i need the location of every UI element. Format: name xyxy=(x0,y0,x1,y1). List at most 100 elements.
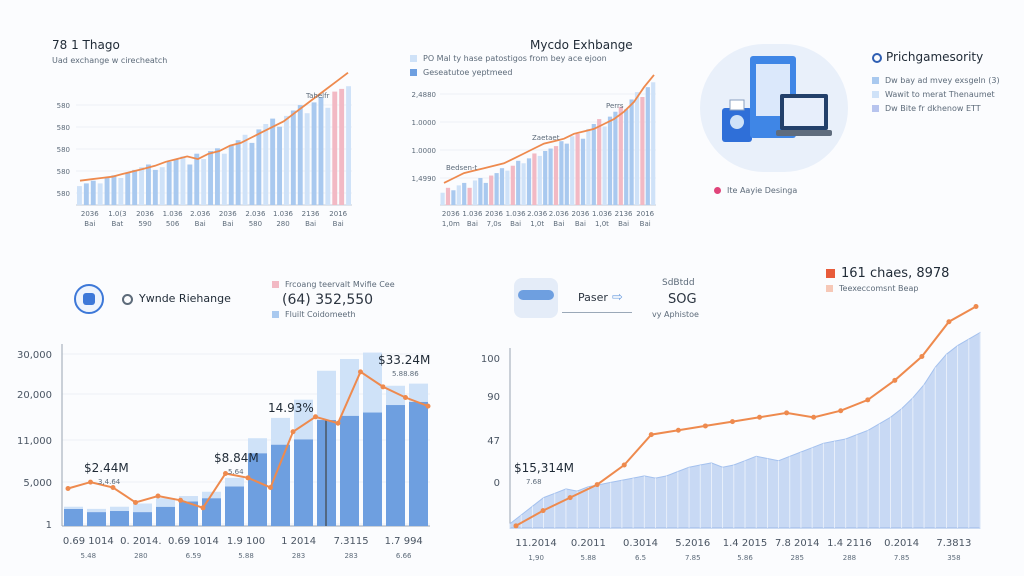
bar xyxy=(618,106,623,205)
line-point xyxy=(425,403,431,409)
bar xyxy=(277,126,282,205)
x-tick-label: 2036 xyxy=(136,210,154,218)
top-center-bar-chart: 2,4880 1.0000 1.0000 1,4990 Bedsen-t Zaetaet P… xyxy=(412,74,656,228)
x-tick-label: 7.3813 xyxy=(936,538,971,549)
device-illustration xyxy=(700,44,848,172)
priority-swatch xyxy=(872,105,879,112)
x-tick-label: 11.2014 xyxy=(515,538,556,549)
x-tick-label: 2.036 xyxy=(245,210,266,218)
x-tick-label: 2016 xyxy=(329,210,347,218)
bar xyxy=(537,155,542,205)
line-point xyxy=(811,414,817,420)
y-tick-label: 580 xyxy=(57,168,70,176)
x-tick-label: 5.88 xyxy=(581,554,597,562)
line-point xyxy=(648,432,654,438)
bar-segment-upper xyxy=(271,417,290,445)
x-tick-label: 1 2014 xyxy=(281,536,316,547)
data-sublabel: 7.68 xyxy=(526,478,542,486)
line-point xyxy=(155,493,161,499)
line-point xyxy=(110,484,116,490)
bar xyxy=(339,88,345,205)
bar xyxy=(256,129,262,205)
y-tick-label: 1100 xyxy=(480,354,500,365)
legend-item: Geseatutoe yeptmeed xyxy=(410,68,512,77)
bar xyxy=(445,187,451,205)
data-sublabel: 5.88.86 xyxy=(392,370,419,378)
x-tick-label: 0.2011 xyxy=(571,538,606,549)
priority-item: Dw Bite fr dkhenow ETT xyxy=(872,104,981,113)
data-label: $8.84M xyxy=(214,451,259,465)
priority-icon xyxy=(872,52,882,63)
bar-segment-lower xyxy=(110,511,129,526)
data-sublabel: 5.64 xyxy=(228,468,244,476)
x-tick-label: 1.036 xyxy=(163,210,184,218)
bar-segment-lower xyxy=(156,506,175,526)
bar xyxy=(499,168,505,205)
data-label: Tahelfr xyxy=(305,92,330,100)
bar xyxy=(152,169,158,205)
bar xyxy=(548,148,553,205)
line-point xyxy=(567,495,573,501)
bar xyxy=(602,126,607,205)
x-tick-label: 288 xyxy=(843,554,856,562)
x-tick-label: 1.036 xyxy=(273,210,294,218)
paser-button[interactable]: Paser xyxy=(578,291,608,304)
priority-swatch xyxy=(872,91,879,98)
y-tick-label: 5,000 xyxy=(23,478,52,489)
badge-inner-icon xyxy=(83,293,95,305)
series-line xyxy=(443,74,655,184)
x-tick-label: Bai xyxy=(222,220,233,228)
y-tick-label: 1,4990 xyxy=(412,175,437,183)
bar xyxy=(624,109,629,205)
bar xyxy=(201,159,207,205)
x-tick-label: Bai xyxy=(305,220,316,228)
x-tick-label: 7.8 2014 xyxy=(775,538,820,549)
legend-label: PO Mal ty hase patostigos from bey ace e… xyxy=(423,54,607,63)
line-point xyxy=(892,377,898,383)
bar xyxy=(263,124,269,205)
line-point xyxy=(245,475,251,481)
bar xyxy=(564,143,569,205)
paper-shape xyxy=(729,99,745,111)
total-value: (64) 352,550 xyxy=(282,292,374,308)
bar xyxy=(516,160,521,205)
paser-control[interactable] xyxy=(514,278,558,318)
y-tick-label: 90 xyxy=(487,392,500,403)
x-tick-label: 580 xyxy=(249,220,262,228)
line-point xyxy=(865,397,871,403)
bar xyxy=(597,119,602,205)
legend-swatch xyxy=(272,281,279,288)
x-tick-label: 0.69 1014 xyxy=(168,536,219,547)
x-tick-label: 358 xyxy=(947,554,960,562)
bar xyxy=(125,172,131,205)
value-text: SOG xyxy=(668,292,697,307)
legend-label: Fluilt Coidomeeth xyxy=(285,310,356,319)
bar xyxy=(90,180,96,205)
top-left-bar-chart: 580 580 580 580 580 Tahelfr 2036 Bai 1.0(3 Bat 203… xyxy=(57,71,352,228)
bar xyxy=(645,87,650,205)
bar xyxy=(451,190,456,205)
bar xyxy=(332,91,338,205)
bar xyxy=(194,153,200,205)
legend-item: Frcoang teervalt Mvifie Cee xyxy=(272,280,395,289)
legend-item: Fluilt Coidomeeth xyxy=(272,310,356,319)
x-tick-label: 1.0(3 xyxy=(108,210,126,218)
bar xyxy=(570,136,575,205)
bar-segment-upper xyxy=(294,399,313,440)
x-tick-label: 2.036 xyxy=(190,210,211,218)
bar-segment-lower xyxy=(271,444,290,526)
x-tick-label: Bai xyxy=(333,220,344,228)
line-point xyxy=(729,419,735,425)
bar xyxy=(613,111,618,205)
x-tick-label: Bat xyxy=(111,220,123,228)
bar xyxy=(640,97,645,205)
bar xyxy=(270,118,276,205)
line-point xyxy=(313,414,318,420)
bar-segment-upper xyxy=(363,352,382,413)
priority-label: Dw Bite fr dkhenow ETT xyxy=(885,104,981,113)
legend-swatch xyxy=(272,311,279,318)
x-tick-label: Bai xyxy=(618,220,629,228)
line-point xyxy=(973,304,979,310)
line-point xyxy=(757,414,763,420)
y-tick-label: 580 xyxy=(57,190,70,198)
